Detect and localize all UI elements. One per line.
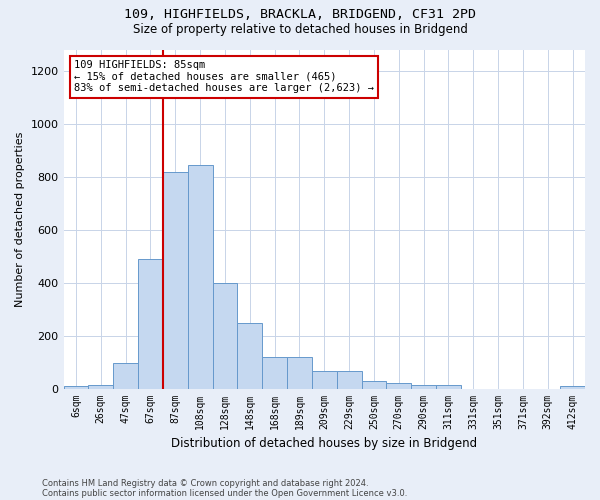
Bar [386,384,411,388]
Bar [212,283,238,389]
Bar [138,259,163,388]
Bar [560,386,585,388]
X-axis label: Distribution of detached houses by size in Bridgend: Distribution of detached houses by size … [171,437,478,450]
Bar [436,386,461,388]
Bar [312,372,337,388]
Bar [88,384,113,388]
Bar [362,380,386,388]
Bar [411,386,436,388]
Text: 109, HIGHFIELDS, BRACKLA, BRIDGEND, CF31 2PD: 109, HIGHFIELDS, BRACKLA, BRIDGEND, CF31… [124,8,476,20]
Bar [287,357,312,388]
Text: Size of property relative to detached houses in Bridgend: Size of property relative to detached ho… [133,22,467,36]
Bar [238,323,262,388]
Y-axis label: Number of detached properties: Number of detached properties [15,132,25,307]
Text: Contains HM Land Registry data © Crown copyright and database right 2024.: Contains HM Land Registry data © Crown c… [42,478,368,488]
Bar [163,172,188,388]
Bar [113,364,138,388]
Bar [64,386,88,388]
Text: 109 HIGHFIELDS: 85sqm
← 15% of detached houses are smaller (465)
83% of semi-det: 109 HIGHFIELDS: 85sqm ← 15% of detached … [74,60,374,94]
Text: Contains public sector information licensed under the Open Government Licence v3: Contains public sector information licen… [42,488,407,498]
Bar [337,372,362,388]
Bar [262,357,287,388]
Bar [188,165,212,388]
